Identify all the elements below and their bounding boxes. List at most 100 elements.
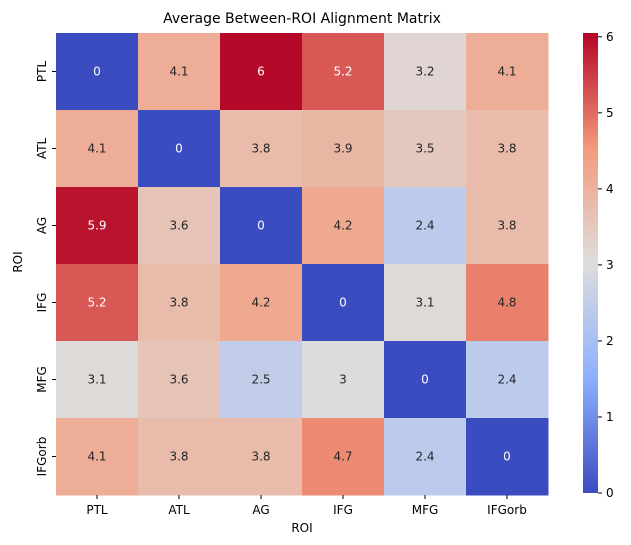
cell-value-label: 4.1 (87, 450, 106, 464)
cell-value-label: 3.8 (497, 219, 516, 233)
heatmap-cell (56, 341, 139, 419)
cell-value-label: 3.8 (169, 296, 188, 310)
heatmap-cell (220, 110, 303, 188)
colorbar (583, 33, 598, 493)
cell-value-label: 0 (421, 373, 429, 387)
heatmap-cell (384, 418, 467, 496)
heatmap-cell (302, 187, 385, 265)
cell-value-label: 4.1 (169, 65, 188, 79)
cell-value-label: 5.2 (87, 296, 106, 310)
cell-value-label: 2.5 (251, 373, 270, 387)
heatmap-cell (56, 187, 139, 265)
cell-value-label: 0 (339, 296, 347, 310)
colorbar-tick-label: 6 (606, 30, 614, 44)
cell-value-label: 3.6 (169, 373, 188, 387)
cell-value-label: 4.7 (333, 450, 352, 464)
y-tick-label: IFGorb (35, 437, 49, 477)
cell-value-label: 3.8 (251, 142, 270, 156)
colorbar-tick-label: 5 (606, 106, 614, 120)
heatmap-cell (302, 341, 385, 419)
heatmap-cell (466, 341, 549, 419)
cell-value-label: 5.9 (87, 219, 106, 233)
x-axis-label: ROI (291, 521, 312, 535)
y-tick-label: MFG (35, 366, 49, 393)
y-tick-label: AG (35, 217, 49, 234)
colorbar-ticks: 0 1 2 3 4 5 6 (598, 30, 614, 500)
colorbar-tick-label: 4 (606, 182, 614, 196)
heatmap-cell (220, 187, 303, 265)
x-tick-label: IFG (333, 503, 353, 517)
heatmap-cell (138, 187, 221, 265)
cell-value-label: 4.1 (87, 142, 106, 156)
heatmap-cell (384, 110, 467, 188)
cell-value-label: 4.2 (251, 296, 270, 310)
y-axis-ticks: PTL ATL AG IFG MFG IFGorb (35, 61, 56, 477)
cell-value-label: 0 (93, 65, 101, 79)
heatmap-cell (220, 33, 303, 111)
cell-value-label: 3.8 (169, 450, 188, 464)
x-tick-label: IFGorb (487, 503, 527, 517)
heatmap-cell (466, 110, 549, 188)
y-axis-label: ROI (11, 251, 25, 272)
cell-value-label: 0 (175, 142, 183, 156)
heatmap-cell (138, 341, 221, 419)
cell-value-label: 3.5 (415, 142, 434, 156)
colorbar-tick-label: 3 (606, 258, 614, 272)
heatmap-cell (138, 264, 221, 342)
cell-value-label: 3.8 (251, 450, 270, 464)
cell-value-label: 2.4 (415, 219, 434, 233)
cell-value-label: 4.2 (333, 219, 352, 233)
heatmap-cell (302, 110, 385, 188)
colorbar-tick-label: 2 (606, 334, 614, 348)
heatmap-cell (138, 418, 221, 496)
heatmap-cell (56, 418, 139, 496)
x-tick-label: MFG (412, 503, 439, 517)
cell-value-label: 4.1 (497, 65, 516, 79)
heatmap-cell (302, 33, 385, 111)
heatmap-cell (302, 264, 385, 342)
chart-title: Average Between-ROI Alignment Matrix (163, 11, 441, 27)
heatmap-cell (56, 264, 139, 342)
heatmap-cell (384, 264, 467, 342)
heatmap-cell (466, 187, 549, 265)
cell-value-label: 2.4 (497, 373, 516, 387)
heatmap-cell (384, 33, 467, 111)
cell-value-label: 3.9 (333, 142, 352, 156)
x-tick-label: AG (252, 503, 269, 517)
colorbar-tick-label: 1 (606, 410, 614, 424)
heatmap-cell (220, 264, 303, 342)
cell-value-label: 3.1 (415, 296, 434, 310)
x-axis-ticks: PTL ATL AG IFG MFG IFGorb (86, 495, 527, 517)
y-tick-label: ATL (35, 138, 49, 160)
heatmap-cell (220, 341, 303, 419)
cell-value-label: 6 (257, 65, 265, 79)
x-tick-label: PTL (86, 503, 108, 517)
heatmap-cell (384, 187, 467, 265)
heatmap-cell (466, 33, 549, 111)
y-tick-label: IFG (35, 293, 49, 313)
heatmap-cell (466, 264, 549, 342)
heatmap-cell (138, 33, 221, 111)
cell-value-label: 3.2 (415, 65, 434, 79)
cell-value-label: 3 (339, 373, 347, 387)
cell-value-label: 3.6 (169, 219, 188, 233)
heatmap-cells (56, 33, 549, 496)
x-tick-label: ATL (168, 503, 190, 517)
heatmap-cell-labels: 0 4.1 6 5.2 3.2 4.1 4.1 0 3.8 3.9 3.5 3.8 5.9 3.6 0 4.2… (87, 65, 516, 464)
cell-value-label: 0 (257, 219, 265, 233)
colorbar-tick-label: 0 (606, 486, 614, 500)
cell-value-label: 4.8 (497, 296, 516, 310)
heatmap-cell (466, 418, 549, 496)
cell-value-label: 2.4 (415, 450, 434, 464)
heatmap-cell (138, 110, 221, 188)
heatmap-cell (220, 418, 303, 496)
heatmap-cell (302, 418, 385, 496)
cell-value-label: 0 (503, 450, 511, 464)
y-tick-label: PTL (35, 61, 49, 83)
cell-value-label: 3.1 (87, 373, 106, 387)
cell-value-label: 5.2 (333, 65, 352, 79)
heatmap-cell (56, 110, 139, 188)
heatmap-cell (384, 341, 467, 419)
heatmap-cell (56, 33, 139, 111)
